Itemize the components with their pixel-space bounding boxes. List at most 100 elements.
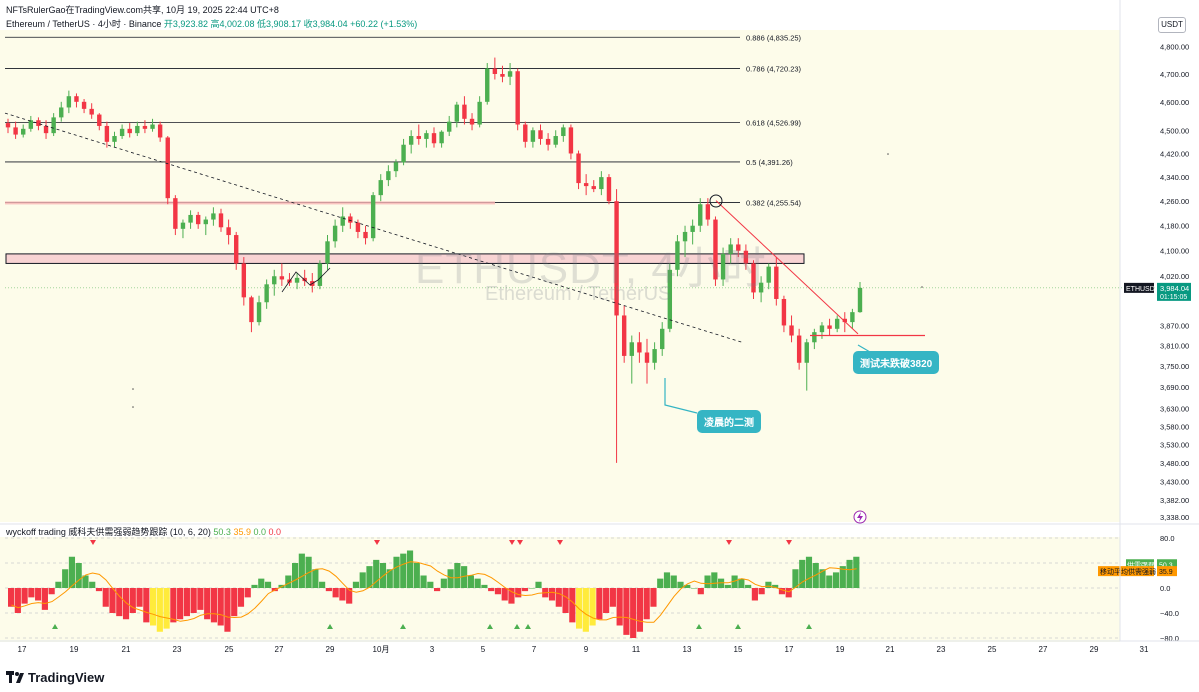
y-tick-label: 3,810.00 — [1160, 342, 1189, 351]
indicator-bar — [62, 569, 69, 588]
candle-body — [644, 352, 650, 363]
candle-body — [340, 216, 345, 226]
candle-body — [758, 282, 764, 293]
indicator-bar — [447, 569, 454, 588]
x-tick-label: 31 — [1140, 645, 1149, 654]
candle-body — [188, 214, 193, 223]
candle-body — [416, 136, 421, 139]
candle-body — [667, 269, 673, 329]
indicator-bar — [799, 559, 806, 588]
indicator-bar — [488, 588, 495, 592]
y-tick-label: 4,100.00 — [1160, 247, 1189, 256]
sell-signal-triangle — [90, 540, 96, 545]
indicator-bar — [109, 588, 116, 613]
x-tick-label: 29 — [326, 645, 335, 654]
price-tag-countdown: 01:15:05 — [1160, 294, 1187, 301]
candle-body — [332, 225, 338, 242]
x-tick-label: 25 — [225, 645, 234, 654]
minor-resistance-band — [5, 201, 495, 205]
buy-signal-triangle — [400, 624, 406, 629]
candle-body — [781, 298, 787, 326]
candle-body — [561, 127, 566, 137]
currency-selector[interactable]: USDT — [1158, 17, 1186, 33]
indicator-bar — [143, 588, 150, 623]
callout-support-test[interactable]: 测试未跌破3820 — [853, 351, 940, 374]
callout-pointer — [664, 378, 698, 414]
fib-level-label: 0.618 (4,526.99) — [746, 119, 802, 128]
price-tag-symbol-bg — [1124, 282, 1154, 293]
stray-dot — [887, 153, 889, 155]
candle-body — [454, 104, 460, 122]
indicator-bar — [711, 572, 718, 588]
indicator-value-3: 0.0 — [253, 527, 267, 537]
candle-body — [690, 225, 695, 232]
candle-body — [462, 104, 467, 119]
indicator-bar — [359, 572, 366, 588]
candle-body — [408, 136, 414, 145]
indicator-bar — [731, 575, 738, 588]
x-tick-label: 19 — [70, 645, 79, 654]
indicator-bar — [819, 569, 826, 588]
indicator-bar — [772, 584, 779, 588]
candle-body — [538, 130, 543, 139]
candle-body — [97, 114, 102, 126]
indicator-value-2: 35.9 — [233, 527, 251, 537]
red-trendline — [715, 200, 859, 335]
candle-body — [523, 124, 528, 142]
share-header: NFTsRulerGao在TradingView.com共享, 10月 19, … — [6, 5, 279, 15]
indicator-tick-label: −40.0 — [1160, 609, 1179, 618]
candle-body — [789, 325, 794, 336]
indicator-name[interactable]: wyckoff trading 威科夫供需强弱趋势跟踪 (10, 6, 20) — [6, 527, 211, 537]
callout-morning-test[interactable]: 凌晨的二测 — [697, 410, 761, 433]
candle-body — [142, 125, 148, 129]
symbol-name[interactable]: Ethereum / TetherUS · 4小时 · Binance — [6, 19, 162, 29]
candle-body — [28, 120, 34, 129]
sell-signal-triangle — [557, 540, 563, 545]
indicator-bar — [636, 588, 644, 632]
candle-body — [485, 68, 490, 102]
candle-body — [112, 136, 117, 142]
indicator-bar — [704, 575, 711, 588]
candle-body — [104, 125, 110, 142]
indicator-bar — [14, 588, 21, 613]
indicator-tag2-label-bg — [1098, 566, 1154, 577]
callout-pointer — [857, 344, 871, 353]
y-tick-label: 3,338.00 — [1160, 513, 1189, 522]
indicator-bar — [366, 566, 373, 588]
x-tick-label: 17 — [18, 645, 27, 654]
indicator-bar — [285, 575, 292, 588]
indicator-bar — [826, 575, 833, 588]
indicator-bar — [298, 553, 305, 588]
indicator-bar — [413, 563, 420, 588]
sell-signal-triangle — [726, 540, 732, 545]
candle-body — [21, 128, 26, 135]
indicator-bar — [434, 588, 441, 592]
candle-body — [157, 124, 163, 138]
sell-signal-triangle — [509, 540, 515, 545]
indicator-legend: wyckoff trading 威科夫供需强弱趋势跟踪 (10, 6, 20) … — [6, 525, 281, 538]
indicator-bar — [839, 566, 846, 588]
candle-body — [272, 276, 277, 285]
candle-body — [59, 107, 64, 118]
price-tag-bg — [1157, 282, 1191, 301]
indicator-bar — [724, 584, 731, 588]
indicator-bar — [521, 588, 529, 592]
indicator-bar — [8, 588, 15, 607]
tradingview-footer[interactable]: TradingView — [6, 667, 104, 687]
indicator-bar — [738, 578, 745, 588]
indicator-bar — [400, 553, 407, 588]
candle-body — [180, 222, 186, 229]
candle-body — [393, 162, 399, 172]
indicator-bar — [217, 588, 224, 626]
indicator-bar — [650, 588, 657, 607]
candle-body — [614, 201, 619, 316]
indicator-bar — [21, 588, 28, 604]
indicator-bar — [332, 588, 339, 598]
candle-body — [728, 244, 733, 254]
candle-body — [576, 153, 581, 184]
indicator-bar — [339, 588, 346, 601]
indicator-bar — [346, 588, 353, 604]
indicator-bar — [697, 588, 704, 595]
indicator-bar — [244, 588, 251, 598]
